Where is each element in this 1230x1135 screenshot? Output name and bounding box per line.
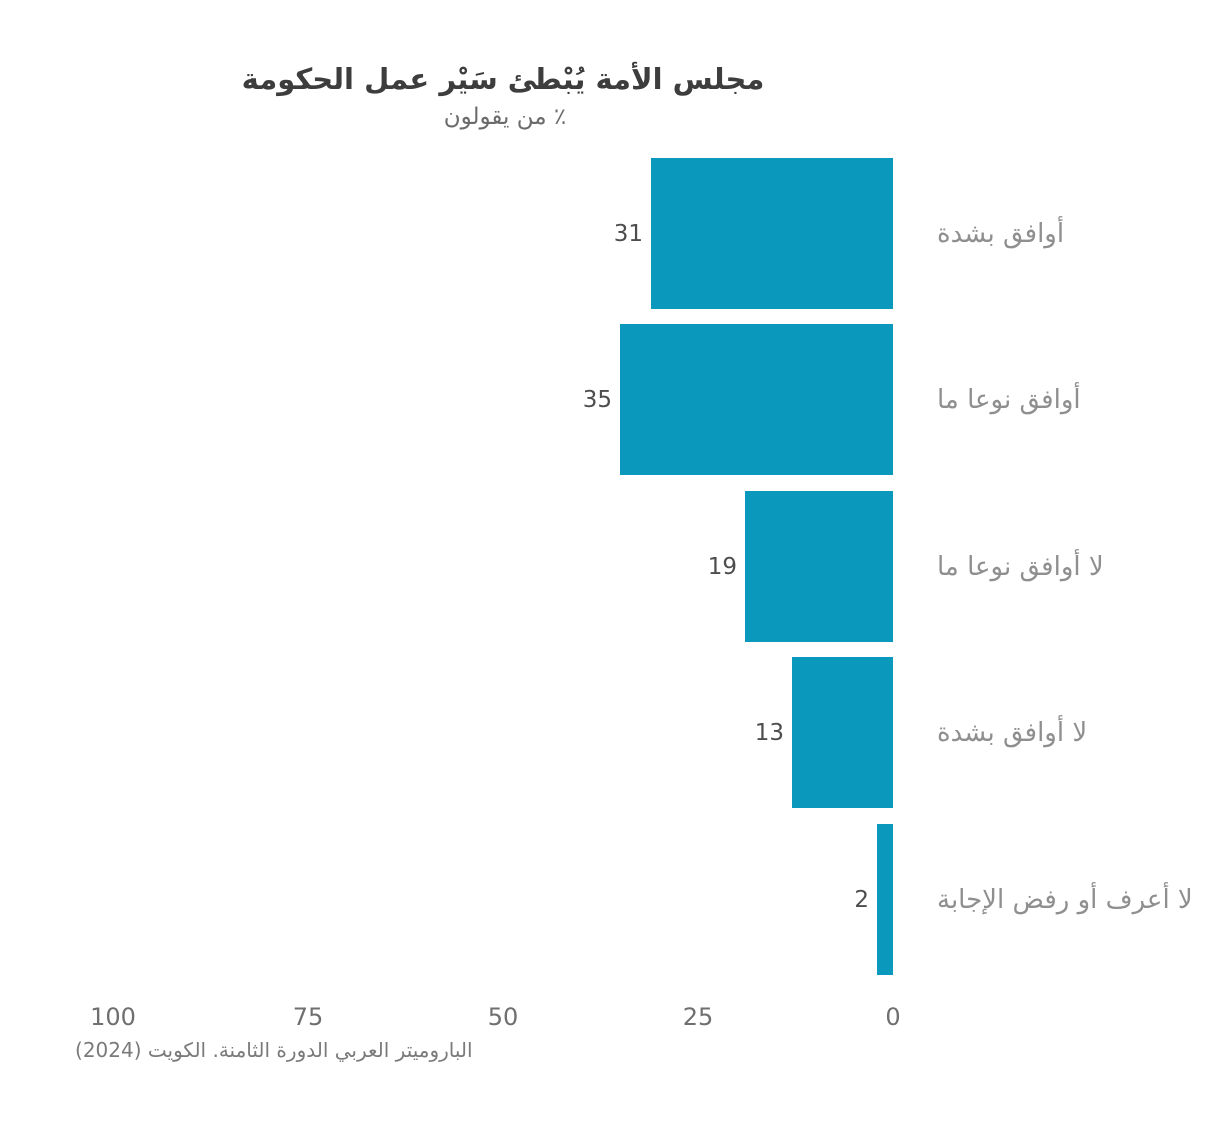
bar-category-label: لا أوافق نوعا ما — [937, 551, 1104, 582]
bar-category-label: أوافق نوعا ما — [937, 384, 1081, 415]
bar-value-label: 19 — [707, 553, 737, 580]
x-tick-label: 0 — [885, 1003, 901, 1031]
bar-value-label: 31 — [613, 220, 643, 247]
bar-value-label: 2 — [854, 886, 869, 913]
chart-subtitle: ٪ من يقولون — [443, 104, 567, 130]
x-tick-label: 25 — [682, 1003, 714, 1031]
bar — [651, 158, 893, 309]
bar-category-label: لا أعرف أو رفض الإجابة — [937, 884, 1193, 915]
bar-category-label: لا أوافق بشدة — [937, 717, 1088, 748]
x-tick-label: 50 — [487, 1003, 519, 1031]
bar-value-label: 13 — [754, 719, 784, 746]
bar — [792, 657, 893, 808]
bar — [620, 324, 893, 475]
chart-title: مجلس الأمة يُبْطئ سَيْر عمل الحكومة — [241, 62, 765, 96]
bar-category-label: أوافق بشدة — [937, 218, 1065, 249]
bar — [745, 491, 893, 642]
x-tick-label: 75 — [292, 1003, 324, 1031]
bar-value-label: 35 — [582, 386, 612, 413]
source-caption: الباروميتر العربي الدورة الثامنة. الكويت… — [75, 1038, 473, 1062]
bar — [877, 824, 893, 975]
x-tick-label: 100 — [90, 1003, 136, 1031]
